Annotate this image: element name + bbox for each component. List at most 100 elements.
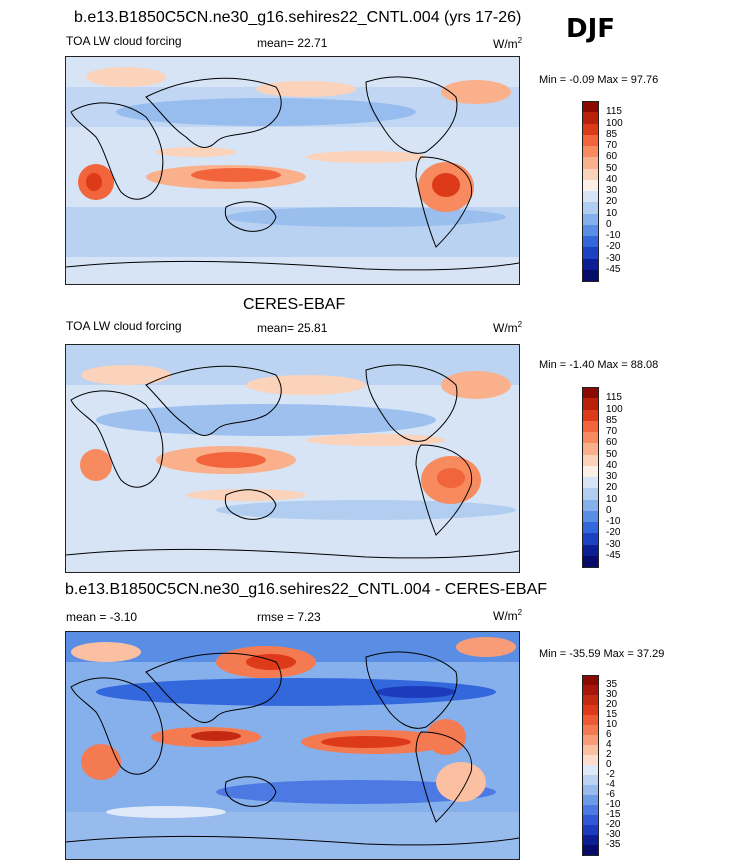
colorbar-tick-label: -45 (606, 549, 621, 561)
colorbar-swatch (582, 247, 599, 259)
colorbar-tick-label: 70 (606, 426, 618, 437)
colorbar-swatch (582, 134, 599, 147)
colorbar-swatch (582, 725, 599, 736)
colorbar-tick-label: 10 (606, 719, 618, 730)
colorbar-tick-label: -30 (606, 829, 621, 840)
colorbar-swatch (582, 705, 599, 716)
colorbar-swatch (582, 735, 599, 746)
colorbar-swatch (582, 477, 599, 489)
colorbar-tick-label: 0 (606, 504, 612, 516)
colorbar-tick-label: 4 (606, 739, 612, 750)
colorbar-tick-label: 60 (606, 151, 618, 163)
colorbar-swatch (582, 755, 599, 766)
colorbar-swatch (582, 765, 599, 776)
colorbar-swatch (582, 488, 599, 500)
colorbar-swatch (582, 443, 599, 455)
colorbar-tick-label: 6 (606, 729, 612, 740)
colorbar-tick-label: -10 (606, 516, 621, 527)
colorbar-swatch (582, 101, 599, 113)
colorbar-tick-label: 100 (606, 403, 623, 415)
colorbar-swatch (582, 168, 599, 181)
colorbar-swatch (582, 845, 599, 856)
panel-2-map (65, 344, 520, 573)
colorbar-tick-label: 30 (606, 471, 618, 482)
panel-1-left-label: TOA LW cloud forcing (66, 34, 182, 48)
colorbar-tick-label: -10 (606, 799, 621, 810)
colorbar-swatch (582, 454, 599, 467)
colorbar-tick-label: 40 (606, 173, 618, 185)
colorbar-tick-label: -6 (606, 789, 615, 800)
colorbar-tick-label: 70 (606, 140, 618, 151)
colorbar-tick-label: -45 (606, 263, 621, 275)
panel-3-title: b.e13.B1850C5CN.ne30_g16.sehires22_CNTL.… (65, 581, 548, 598)
colorbar-swatch (582, 123, 599, 136)
colorbar-swatch (582, 555, 599, 568)
colorbar-swatch (582, 213, 599, 226)
colorbar-swatch (582, 695, 599, 706)
panel-2-units: W/m2 (493, 320, 523, 335)
colorbar-tick-label: -35 (606, 839, 621, 850)
colorbar-tick-label: -20 (606, 241, 621, 253)
colorbar-swatch (582, 420, 599, 433)
colorbar-swatch (582, 224, 599, 237)
colorbar-tick-label: 20 (606, 196, 618, 208)
panel-3-map-svg (66, 632, 519, 859)
colorbar-tick-label: 30 (606, 185, 618, 196)
colorbar-tick-label: -10 (606, 230, 621, 241)
panel-2-center-label: mean= 25.81 (257, 321, 328, 335)
panel-2-title: CERES-EBAF (243, 296, 346, 313)
colorbar-tick-label: -15 (606, 809, 621, 820)
colorbar-swatch (582, 825, 599, 836)
colorbar-swatch (582, 146, 599, 158)
colorbar-swatch (582, 775, 599, 786)
colorbar-swatch (582, 715, 599, 726)
panel-1-minmax: Min = -0.09 Max = 97.76 (539, 74, 659, 86)
colorbar-swatch (582, 387, 599, 399)
colorbar-swatch (582, 685, 599, 696)
colorbar-tick-label: 50 (606, 448, 618, 460)
colorbar-swatch (582, 202, 599, 214)
colorbar-tick-label: 30 (606, 689, 618, 700)
colorbar-tick-label: -30 (606, 538, 621, 550)
colorbar-tick-label: -20 (606, 527, 621, 539)
colorbar-tick-label: 10 (606, 207, 618, 219)
colorbar-swatch (582, 815, 599, 826)
panel-3-units: W/m2 (493, 608, 523, 623)
colorbar-tick-label: 10 (606, 493, 618, 505)
panel-3-map (65, 631, 520, 860)
colorbar-swatch (582, 510, 599, 523)
colorbar-tick-label: -2 (606, 769, 615, 780)
panel-2-left-label: TOA LW cloud forcing (66, 319, 182, 333)
colorbar-tick-label: 115 (606, 392, 622, 404)
panel-2-minmax: Min = -1.40 Max = 88.08 (539, 359, 659, 371)
colorbar-swatch (582, 157, 599, 169)
colorbar-swatch (582, 236, 599, 248)
colorbar-tick-label: 15 (606, 709, 618, 720)
colorbar-tick-label: 85 (606, 414, 618, 426)
colorbar-tick-label: 50 (606, 162, 618, 174)
colorbar-tick-label: 60 (606, 437, 618, 449)
colorbar-swatch (582, 432, 599, 444)
panel-3-center-label: rmse = 7.23 (257, 610, 321, 624)
colorbar-tick-label: -4 (606, 779, 615, 790)
panel-1-map-svg (66, 57, 519, 284)
colorbar-tick-label: 40 (606, 459, 618, 471)
colorbar-swatch (582, 795, 599, 806)
panel-1-title: b.e13.B1850C5CN.ne30_g16.sehires22_CNTL.… (74, 9, 522, 26)
colorbar-swatch (582, 179, 599, 192)
colorbar-swatch (582, 805, 599, 816)
colorbar-tick-label: 0 (606, 759, 612, 770)
colorbar-swatch (582, 835, 599, 846)
colorbar-swatch (582, 465, 599, 478)
colorbar-swatch (582, 533, 599, 545)
panel-2-map-svg (66, 345, 519, 572)
colorbar-swatch (582, 112, 599, 124)
colorbar-swatch (582, 269, 599, 282)
colorbar-swatch (582, 544, 599, 557)
colorbar-tick-label: 85 (606, 128, 618, 140)
panel-1-map (65, 56, 520, 285)
colorbar-tick-label: -30 (606, 252, 621, 264)
panel-3-left-label: mean = -3.10 (66, 610, 138, 624)
colorbar-tick-label: 115 (606, 106, 622, 118)
colorbar-tick-label: 20 (606, 482, 618, 494)
